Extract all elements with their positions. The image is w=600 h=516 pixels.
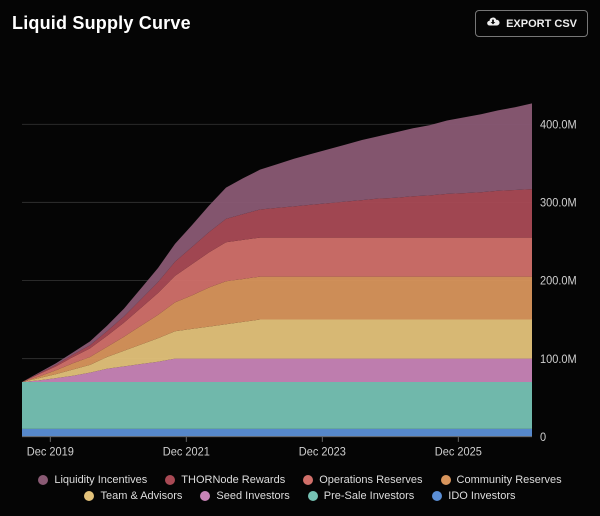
legend-dot-icon: [165, 475, 175, 485]
chart-legend: Liquidity Incentives THORNode Rewards Oper…: [12, 464, 588, 508]
legend-label: Team & Advisors: [100, 490, 182, 502]
export-csv-label: EXPORT CSV: [506, 18, 577, 30]
svg-text:300.0M: 300.0M: [540, 197, 577, 209]
legend-item-liquidity: Liquidity Incentives: [38, 474, 147, 486]
legend-label: THORNode Rewards: [181, 474, 285, 486]
svg-text:0: 0: [540, 432, 546, 444]
legend-label: Liquidity Incentives: [54, 474, 147, 486]
legend-label: IDO Investors: [448, 490, 515, 502]
svg-text:Dec 2023: Dec 2023: [299, 446, 346, 458]
svg-text:Dec 2021: Dec 2021: [163, 446, 210, 458]
legend-item-seed: Seed Investors: [200, 490, 289, 502]
legend-dot-icon: [200, 491, 210, 501]
legend-dot-icon: [303, 475, 313, 485]
legend-dot-icon: [38, 475, 48, 485]
legend-label: Operations Reserves: [319, 474, 422, 486]
svg-text:Dec 2025: Dec 2025: [435, 446, 482, 458]
legend-item-presale: Pre-Sale Investors: [308, 490, 414, 502]
legend-item-community: Community Reserves: [441, 474, 562, 486]
legend-item-operations: Operations Reserves: [303, 474, 422, 486]
legend-item-team: Team & Advisors: [84, 490, 182, 502]
legend-dot-icon: [441, 475, 451, 485]
export-csv-button[interactable]: EXPORT CSV: [475, 10, 588, 37]
cloud-download-icon: [486, 15, 500, 32]
chart-title: Liquid Supply Curve: [12, 13, 191, 34]
svg-text:200.0M: 200.0M: [540, 275, 577, 287]
svg-text:100.0M: 100.0M: [540, 354, 577, 366]
svg-text:Dec 2019: Dec 2019: [27, 446, 74, 458]
legend-label: Community Reserves: [457, 474, 562, 486]
legend-item-thornode: THORNode Rewards: [165, 474, 285, 486]
legend-dot-icon: [84, 491, 94, 501]
legend-dot-icon: [308, 491, 318, 501]
legend-label: Pre-Sale Investors: [324, 490, 414, 502]
svg-text:400.0M: 400.0M: [540, 119, 577, 131]
legend-item-ido: IDO Investors: [432, 490, 515, 502]
supply-curve-chart: 0 100.0M 200.0M 300.0M 400.0M Dec 2019 Dec 202…: [12, 43, 588, 464]
legend-dot-icon: [432, 491, 442, 501]
legend-label: Seed Investors: [216, 490, 289, 502]
